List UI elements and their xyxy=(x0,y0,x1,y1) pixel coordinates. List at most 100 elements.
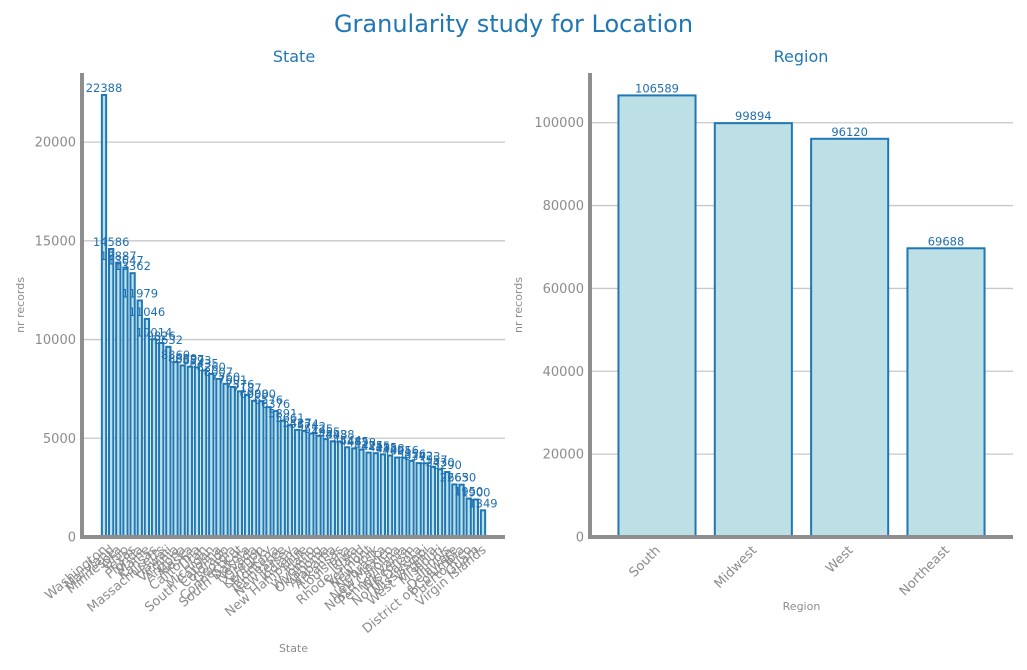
bar-value-label: 4428 xyxy=(347,436,376,450)
bar-value-label: 4245 xyxy=(361,439,390,453)
bar-value-label: 13362 xyxy=(114,259,151,273)
y-axis-label: nr records xyxy=(512,277,525,333)
bar-value-label: 4025 xyxy=(383,444,412,458)
bar-value-label: 4955 xyxy=(311,425,340,439)
bar-value-label: 7760 xyxy=(211,370,240,384)
subplot-title: State xyxy=(273,47,315,66)
bar xyxy=(115,261,122,538)
bar xyxy=(179,364,186,539)
panel-region: Region 0 20000 40000 60000 80000 100000 nr reco… xyxy=(512,47,1013,613)
x-tick-label: Midwest xyxy=(712,543,761,592)
bar-value-label: 69688 xyxy=(928,234,965,248)
bar xyxy=(479,509,487,538)
bar xyxy=(351,447,358,538)
bar-value-label: 11979 xyxy=(121,286,158,300)
bar xyxy=(810,137,890,538)
bar-value-label: 6376 xyxy=(261,397,290,411)
bar xyxy=(286,424,294,539)
bar xyxy=(617,94,697,539)
y-tick-label: 40000 xyxy=(543,365,584,380)
bar xyxy=(322,438,329,538)
bar xyxy=(229,385,236,538)
bar-value-label: 3733 xyxy=(411,449,440,463)
bar-value-label: 4185 xyxy=(368,440,397,454)
bar xyxy=(293,428,301,538)
y-axis-label: nr records xyxy=(14,277,27,333)
bar-value-label: 11046 xyxy=(129,305,166,319)
x-axis-label: Region xyxy=(783,600,821,613)
bar-value-label: 9826 xyxy=(147,329,176,343)
bar xyxy=(315,434,322,538)
y-tick-label: 15000 xyxy=(35,234,76,249)
bar-value-label: 8860 xyxy=(161,348,190,362)
bar-value-label: 4485 xyxy=(340,434,369,448)
bar xyxy=(308,432,315,538)
bar xyxy=(336,440,344,538)
bar xyxy=(906,247,986,538)
bar xyxy=(143,317,151,539)
bar xyxy=(329,440,336,539)
y-tick-label: 20000 xyxy=(35,136,76,151)
bar xyxy=(186,365,193,538)
bar-value-label: 4544 xyxy=(332,433,361,447)
bar-value-label: 5891 xyxy=(268,407,297,421)
bar xyxy=(258,400,265,538)
bar xyxy=(165,345,172,539)
x-tick-label: South xyxy=(627,543,664,580)
bar-value-label: 2650 xyxy=(447,471,476,485)
bar-value-label: 4016 xyxy=(390,444,419,458)
bar-value-label: 4128 xyxy=(375,441,404,455)
subplot-title: Region xyxy=(774,47,829,66)
bar-value-label: 13647 xyxy=(107,254,144,268)
bar xyxy=(415,462,422,539)
bar-value-label: 13887 xyxy=(100,249,137,263)
bar-value-label: 3290 xyxy=(433,458,462,472)
bar-value-label: 4848 xyxy=(318,427,347,441)
bar-value-label: 14586 xyxy=(93,235,130,249)
bar xyxy=(150,338,158,538)
bar-value-label: 3856 xyxy=(397,447,426,461)
bar xyxy=(108,248,115,538)
bar-value-label: 1900 xyxy=(461,485,490,499)
bar xyxy=(208,372,215,538)
bar-value-label: 5242 xyxy=(297,419,326,433)
bar xyxy=(394,456,401,538)
bar-value-label: 5427 xyxy=(282,416,311,430)
bar-value-label: 8689 xyxy=(168,351,197,365)
bar xyxy=(429,465,437,538)
bar-value-label: 5661 xyxy=(275,411,304,425)
y-tick-label: 5000 xyxy=(43,432,76,447)
bar-value-label: 5374 xyxy=(290,417,319,431)
bar xyxy=(301,429,308,539)
y-tick-label: 0 xyxy=(68,531,76,546)
bar xyxy=(100,93,108,538)
y-tick-label: 20000 xyxy=(543,448,584,463)
x-axis-label: State xyxy=(279,642,308,655)
bar xyxy=(401,456,408,538)
bar-value-label: 8627 xyxy=(175,353,204,367)
bar xyxy=(422,462,429,539)
bar-value-label: 22388 xyxy=(86,81,123,95)
bar-value-label: 4838 xyxy=(325,427,354,441)
bar-value-label: 99894 xyxy=(735,109,772,123)
bar-value-label: 8435 xyxy=(189,356,218,370)
bar-value-label: 7601 xyxy=(218,373,247,387)
bar-value-label: 4275 xyxy=(354,439,383,453)
bar xyxy=(365,451,372,538)
panel-state: State 0 5000 10000 15000 20000 nr records 22388… xyxy=(14,47,505,655)
bar xyxy=(215,377,222,538)
bar xyxy=(372,452,379,539)
bar-value-label: 8007 xyxy=(204,365,233,379)
bar-value-label: 8593 xyxy=(182,353,211,367)
bar-value-label: 2663 xyxy=(440,470,469,484)
bar xyxy=(251,399,258,538)
bar xyxy=(713,122,793,538)
bar-value-label: 6576 xyxy=(254,393,283,407)
bar xyxy=(379,453,387,538)
bar-value-label: 1950 xyxy=(454,484,483,498)
bar xyxy=(243,394,251,538)
bar-value-label: 6880 xyxy=(247,387,276,401)
bar-value-label: 9632 xyxy=(154,333,183,347)
y-tick-label: 10000 xyxy=(35,333,76,348)
bar-value-label: 3557 xyxy=(418,453,447,467)
